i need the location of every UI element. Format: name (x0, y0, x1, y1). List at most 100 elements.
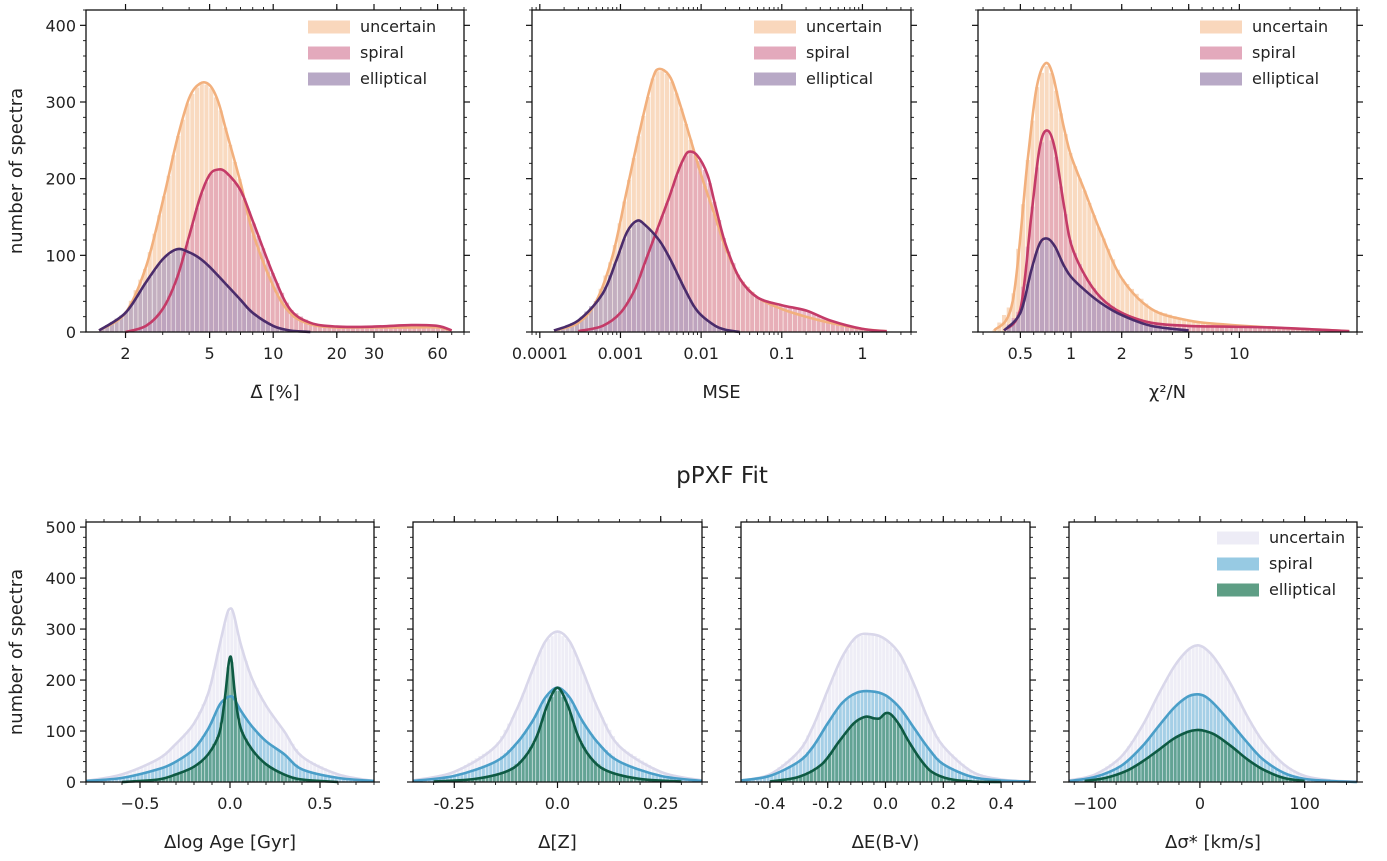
bar (218, 170, 223, 332)
bar (856, 720, 860, 782)
bar (854, 327, 859, 332)
bar (769, 301, 774, 332)
bar (1030, 266, 1035, 332)
bar (320, 774, 324, 782)
bar (1116, 773, 1120, 782)
bar (1291, 328, 1296, 332)
bar (896, 723, 900, 782)
bar (1196, 326, 1201, 332)
legend-swatch (1200, 46, 1242, 60)
bar (712, 325, 717, 332)
bar (247, 308, 252, 332)
bar (1167, 328, 1172, 332)
bar (327, 775, 331, 782)
bar (828, 754, 831, 782)
bar (1125, 284, 1130, 332)
bar (1309, 329, 1314, 332)
bar (597, 744, 601, 782)
bar (784, 767, 788, 782)
bar (1105, 777, 1109, 782)
bar (158, 768, 162, 782)
bar (204, 182, 209, 332)
legend-label: elliptical (1252, 69, 1319, 88)
bar (717, 220, 722, 332)
y-tick-label: 100 (45, 246, 76, 265)
bar (147, 277, 152, 332)
bar (593, 761, 597, 782)
bar (630, 765, 633, 782)
bar (1242, 756, 1246, 782)
bar (1238, 326, 1243, 332)
bar (849, 326, 854, 332)
bar (1111, 259, 1116, 332)
bar (223, 700, 227, 782)
bar (1082, 190, 1087, 332)
bar (1220, 739, 1224, 782)
bar (256, 235, 261, 332)
bar (532, 741, 536, 782)
bar (489, 775, 493, 782)
bar (650, 233, 655, 332)
bar (795, 777, 799, 782)
legend-swatch (308, 46, 350, 60)
bar (1139, 298, 1144, 332)
bar (161, 777, 165, 782)
bar (660, 245, 665, 332)
bar (612, 772, 615, 782)
bar (248, 745, 252, 782)
bar (140, 773, 144, 782)
bar (514, 764, 518, 782)
bar (1184, 732, 1188, 782)
bars-uncertain (741, 634, 1030, 783)
bar (806, 771, 810, 782)
bar (669, 777, 673, 782)
bar (679, 281, 684, 332)
bar (590, 758, 594, 782)
bar (943, 777, 947, 782)
bar (213, 170, 218, 332)
bar (1281, 777, 1285, 782)
bar (124, 311, 129, 332)
bar (976, 777, 980, 782)
bar (1148, 756, 1152, 782)
x-tick-label: 0.0001 (512, 344, 568, 363)
bar (1263, 770, 1267, 782)
bar (811, 313, 816, 332)
bar (626, 775, 630, 782)
bar (1155, 751, 1159, 782)
bar (707, 183, 712, 332)
bar (622, 238, 627, 332)
bar (554, 690, 558, 782)
bar (792, 308, 797, 332)
bar (853, 722, 857, 782)
bar (925, 746, 929, 782)
x-tick-label: 2 (120, 344, 130, 363)
bar (626, 764, 630, 782)
kde-line-uncertain (553, 67, 887, 333)
bar (1120, 279, 1125, 332)
x-tick-label: 0.5 (1008, 344, 1033, 363)
bar (608, 275, 613, 332)
x-axis-label: MSE (702, 382, 740, 403)
bar (1011, 293, 1016, 332)
bar (199, 260, 204, 332)
bar (1206, 732, 1210, 782)
bar (500, 772, 503, 782)
bar (190, 767, 194, 782)
x-tick-label: 1 (857, 344, 867, 363)
bar (795, 762, 799, 782)
bar (1272, 327, 1277, 332)
bar (309, 771, 313, 782)
bar (1025, 284, 1030, 332)
bar (284, 755, 288, 782)
kde-line-spiral (125, 168, 453, 334)
bar (1153, 310, 1158, 332)
bar (1144, 303, 1149, 332)
bar (799, 759, 803, 782)
y-axis-label: number of spectra (6, 88, 27, 254)
bar (612, 756, 615, 782)
legend-label: elliptical (360, 69, 427, 88)
bar (1106, 307, 1111, 332)
bar (943, 765, 947, 782)
bar (431, 325, 436, 332)
